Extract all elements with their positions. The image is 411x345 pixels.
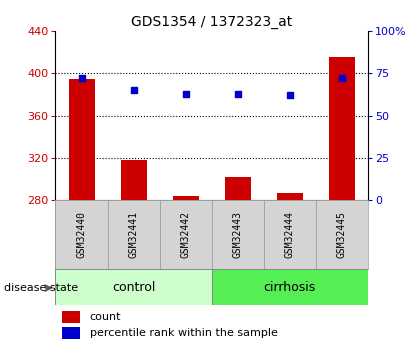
Text: control: control	[112, 281, 155, 294]
Bar	[212, 200, 264, 269]
Bar	[264, 200, 316, 269]
Bar	[108, 200, 159, 269]
Title: GDS1354 / 1372323_at: GDS1354 / 1372323_at	[131, 14, 292, 29]
Bar	[62, 327, 81, 339]
Text: GSM32444: GSM32444	[285, 211, 295, 258]
Bar	[62, 310, 81, 323]
Point	[286, 92, 293, 98]
Bar	[316, 200, 368, 269]
Text: disease state: disease state	[4, 283, 78, 293]
Point	[339, 76, 345, 81]
Text: GSM32442: GSM32442	[181, 211, 191, 258]
Point	[182, 91, 189, 96]
Bar	[120, 160, 147, 200]
Bar	[69, 79, 95, 200]
Text: GSM32441: GSM32441	[129, 211, 139, 258]
Bar	[329, 58, 355, 200]
Bar	[159, 200, 212, 269]
Text: GSM32440: GSM32440	[76, 211, 86, 258]
Text: GSM32445: GSM32445	[337, 211, 347, 258]
Text: count: count	[90, 312, 121, 322]
Point	[78, 76, 85, 81]
Bar	[277, 193, 303, 200]
Bar	[173, 196, 199, 200]
Point	[130, 87, 137, 93]
Bar	[55, 200, 108, 269]
Bar	[225, 177, 251, 200]
Text: GSM32443: GSM32443	[233, 211, 242, 258]
Bar	[212, 269, 368, 305]
Bar	[55, 269, 212, 305]
Text: percentile rank within the sample: percentile rank within the sample	[90, 328, 278, 338]
Text: cirrhosis: cirrhosis	[263, 281, 316, 294]
Point	[234, 91, 241, 96]
